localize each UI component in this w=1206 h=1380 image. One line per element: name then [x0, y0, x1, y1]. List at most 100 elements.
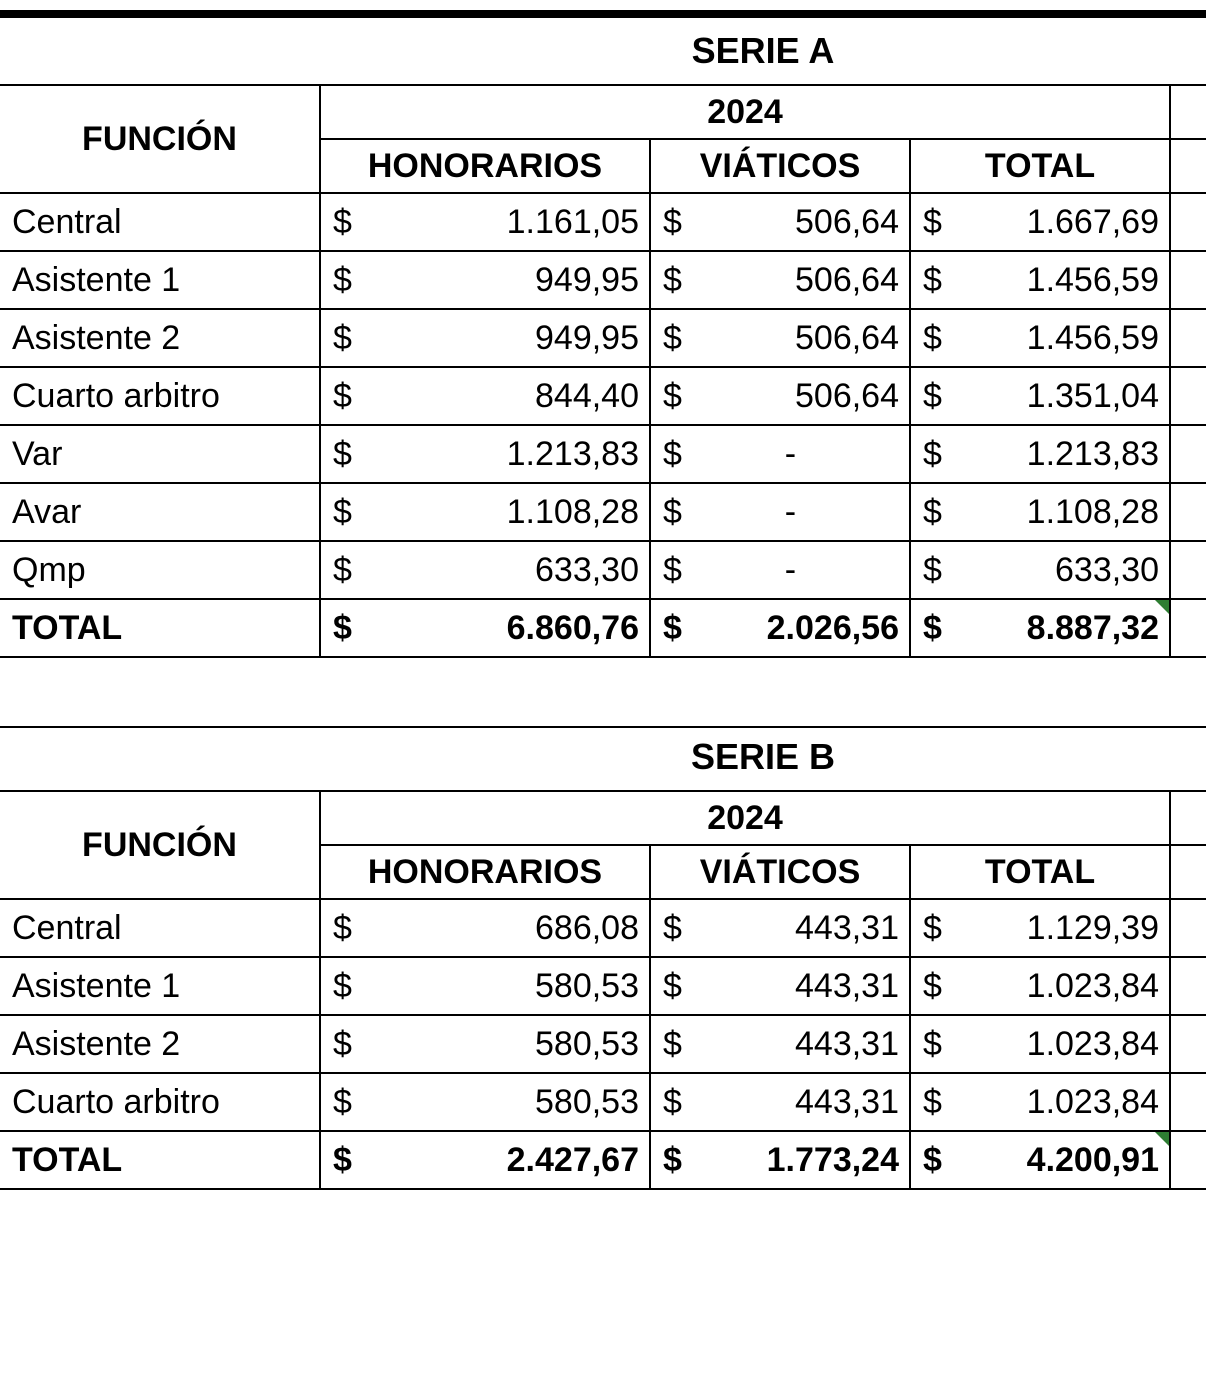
money-cell: $506,64: [650, 309, 910, 367]
stub-cell: [1170, 1015, 1206, 1073]
money-value: 443,31: [795, 909, 899, 948]
currency-symbol: $: [663, 967, 682, 1006]
header-stub: [1170, 845, 1206, 899]
money-value: 2.026,56: [767, 609, 899, 648]
serie-a-table: FUNCIÓN 2024 HONORARIOS VIÁTICOS TOTAL C…: [0, 84, 1206, 658]
table-row: Central$1.161,05$506,64$1.667,69: [0, 193, 1206, 251]
currency-symbol: $: [663, 493, 682, 532]
money-value: 580,53: [535, 967, 639, 1006]
money-value: 6.860,76: [507, 609, 639, 648]
serie-b-block: SERIE B FUNCIÓN 2024 HONORARIOS VIÁTICOS…: [0, 726, 1206, 1190]
stub-cell: [1170, 957, 1206, 1015]
currency-symbol: $: [333, 435, 352, 474]
money-cell: $580,53: [320, 1015, 650, 1073]
money-value: 1.023,84: [1027, 1025, 1159, 1064]
money-cell: $2.427,67: [320, 1131, 650, 1189]
currency-symbol: $: [663, 203, 682, 242]
currency-symbol: $: [923, 609, 942, 648]
money-cell: $1.213,83: [910, 425, 1170, 483]
table-gap: [0, 658, 1206, 722]
header-stub: [1170, 791, 1206, 845]
currency-symbol: $: [663, 319, 682, 358]
money-value: 1.161,05: [507, 203, 639, 242]
money-cell: $-: [650, 483, 910, 541]
currency-symbol: $: [663, 909, 682, 948]
funcion-cell: Avar: [0, 483, 320, 541]
table-row: Var$1.213,83$-$1.213,83: [0, 425, 1206, 483]
money-value: 633,30: [1055, 551, 1159, 590]
funcion-cell: Asistente 1: [0, 251, 320, 309]
money-value: 1.129,39: [1027, 909, 1159, 948]
money-cell: $-: [650, 541, 910, 599]
money-value: 686,08: [535, 909, 639, 948]
header-year: 2024: [320, 85, 1170, 139]
stub-cell: [1170, 1073, 1206, 1131]
money-cell: $1.129,39: [910, 899, 1170, 957]
top-black-bar: [0, 10, 1206, 18]
money-value: 1.667,69: [1027, 203, 1159, 242]
stub-cell: [1170, 193, 1206, 251]
money-cell: $2.026,56: [650, 599, 910, 657]
currency-symbol: $: [333, 261, 352, 300]
stub-cell: [1170, 367, 1206, 425]
serie-b-table: FUNCIÓN 2024 HONORARIOS VIÁTICOS TOTAL C…: [0, 790, 1206, 1190]
money-cell: $443,31: [650, 899, 910, 957]
money-cell: $1.023,84: [910, 1015, 1170, 1073]
money-value: 506,64: [795, 319, 899, 358]
money-cell: $1.023,84: [910, 957, 1170, 1015]
currency-symbol: $: [923, 967, 942, 1006]
money-value: 1.456,59: [1027, 319, 1159, 358]
currency-symbol: $: [663, 1141, 682, 1180]
stub-cell: [1170, 541, 1206, 599]
header-funcion: FUNCIÓN: [0, 791, 320, 899]
money-value: 1.108,28: [1027, 493, 1159, 532]
currency-symbol: $: [333, 493, 352, 532]
money-value: -: [682, 493, 899, 532]
funcion-cell: Asistente 1: [0, 957, 320, 1015]
currency-symbol: $: [923, 909, 942, 948]
money-cell: $1.213,83: [320, 425, 650, 483]
currency-symbol: $: [923, 1083, 942, 1122]
money-cell: $580,53: [320, 1073, 650, 1131]
money-cell: $506,64: [650, 193, 910, 251]
table-row: Qmp$633,30$-$633,30: [0, 541, 1206, 599]
money-value: 844,40: [535, 377, 639, 416]
money-cell: $443,31: [650, 1073, 910, 1131]
currency-symbol: $: [663, 1025, 682, 1064]
table-row: Cuarto arbitro$580,53$443,31$1.023,84: [0, 1073, 1206, 1131]
money-value: 443,31: [795, 967, 899, 1006]
money-value: 949,95: [535, 319, 639, 358]
money-cell: $1.108,28: [320, 483, 650, 541]
money-cell: $8.887,32: [910, 599, 1170, 657]
money-cell: $1.456,59: [910, 251, 1170, 309]
money-cell: $506,64: [650, 367, 910, 425]
currency-symbol: $: [333, 377, 352, 416]
currency-symbol: $: [663, 435, 682, 474]
money-value: 1.351,04: [1027, 377, 1159, 416]
header-stub: [1170, 139, 1206, 193]
money-value: 443,31: [795, 1025, 899, 1064]
header-total: TOTAL: [910, 845, 1170, 899]
funcion-cell: Asistente 2: [0, 309, 320, 367]
currency-symbol: $: [923, 203, 942, 242]
money-value: 8.887,32: [1027, 609, 1159, 648]
table-row: Cuarto arbitro$844,40$506,64$1.351,04: [0, 367, 1206, 425]
serie-a-body: Central$1.161,05$506,64$1.667,69Asistent…: [0, 193, 1206, 657]
stub-cell: [1170, 309, 1206, 367]
funcion-cell: Asistente 2: [0, 1015, 320, 1073]
money-value: 2.427,67: [507, 1141, 639, 1180]
currency-symbol: $: [333, 1083, 352, 1122]
serie-a-title: SERIE A: [320, 22, 1206, 84]
currency-symbol: $: [663, 551, 682, 590]
money-value: 1.023,84: [1027, 967, 1159, 1006]
currency-symbol: $: [663, 609, 682, 648]
money-value: 949,95: [535, 261, 639, 300]
stub-cell: [1170, 599, 1206, 657]
money-cell: $844,40: [320, 367, 650, 425]
money-value: -: [682, 551, 899, 590]
money-cell: $1.023,84: [910, 1073, 1170, 1131]
money-cell: $633,30: [910, 541, 1170, 599]
currency-symbol: $: [333, 319, 352, 358]
currency-symbol: $: [923, 435, 942, 474]
currency-symbol: $: [663, 261, 682, 300]
